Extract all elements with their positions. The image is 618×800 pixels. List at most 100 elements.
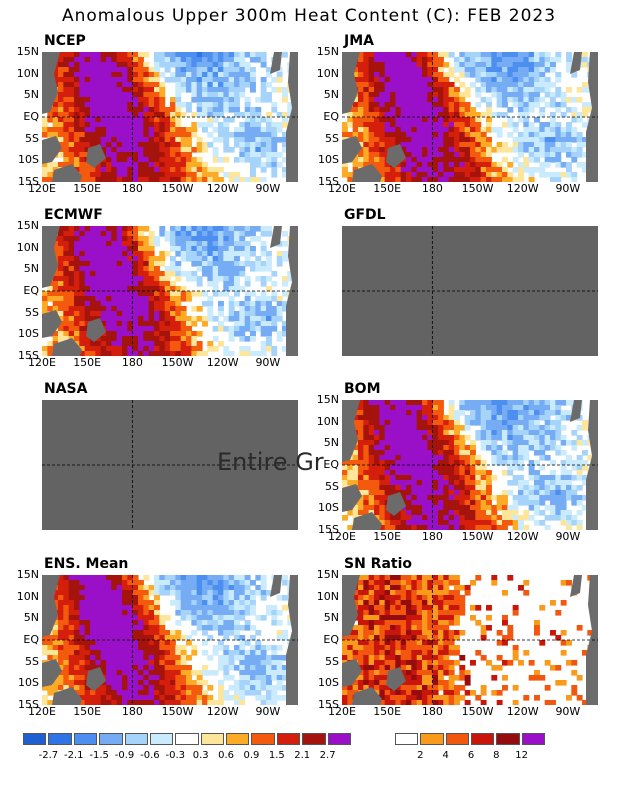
heatmap-cell — [111, 132, 118, 138]
lon-tick-label: 180 — [421, 530, 443, 543]
heatmap-cell — [239, 650, 246, 656]
heatmap-cell — [132, 610, 139, 616]
heatmap-cell — [255, 316, 262, 322]
heatmap-cell — [507, 470, 514, 476]
heatmap-cell — [106, 610, 112, 616]
heatmap-cell — [368, 495, 375, 501]
heatmap-cell — [122, 286, 128, 292]
heatmap-cell — [507, 132, 514, 138]
heatmap-cell — [100, 286, 107, 292]
heatmap-cell — [271, 306, 278, 312]
heatmap-cell — [58, 331, 64, 337]
heatmap-cell — [379, 410, 386, 416]
heatmap-cell — [132, 147, 139, 153]
heatmap-cell — [175, 321, 182, 327]
heatmap-cell — [266, 127, 272, 133]
heatmap-cell — [74, 625, 80, 631]
heatmap-cell — [132, 585, 139, 591]
heatmap-cell — [534, 52, 540, 58]
heatmap-cell — [250, 167, 256, 173]
heatmap-cell — [186, 276, 192, 282]
heatmap-cell — [196, 72, 203, 78]
heatmap-cell — [58, 580, 64, 586]
heatmap-cell — [448, 400, 455, 406]
heatmap-cell — [438, 405, 444, 411]
heatmap-cell — [111, 261, 118, 267]
heatmap-cell — [202, 72, 208, 78]
heatmap-cell — [122, 122, 128, 128]
heatmap-cell — [480, 460, 487, 466]
heatmap-cell — [234, 97, 240, 103]
heatmap-cell — [52, 112, 59, 118]
heatmap-cell — [432, 137, 439, 143]
heatmap-cell — [202, 127, 208, 133]
heatmap-cell — [68, 605, 75, 611]
heatmap-cell — [154, 301, 160, 307]
heatmap-cell — [164, 321, 171, 327]
heatmap-cell — [148, 142, 155, 148]
heatmap-cell — [47, 291, 54, 297]
heatmap-cell — [276, 301, 283, 307]
heatmap-cell — [374, 465, 380, 471]
heatmap-cell — [191, 645, 198, 651]
heatmap-cell — [384, 67, 391, 73]
heatmap-cell — [186, 580, 192, 586]
heatmap-cell — [122, 167, 128, 173]
heatmap-cell — [138, 351, 144, 356]
heatmap-cell — [384, 102, 391, 108]
heatmap-cell — [122, 321, 128, 327]
heatmap-cell — [90, 256, 96, 262]
heatmap-cell — [223, 346, 230, 352]
heatmap-cell — [406, 440, 412, 446]
heatmap-cell — [486, 72, 492, 78]
heatmap-cell — [582, 57, 588, 63]
heatmap-cell — [111, 301, 118, 307]
heatmap-cell — [143, 147, 150, 153]
heatmap-cell — [170, 351, 176, 356]
heatmap-cell — [196, 276, 203, 282]
lat-tick-label: 5S — [325, 131, 339, 145]
heatmap-cell — [507, 67, 514, 73]
heatmap-cell — [342, 480, 348, 486]
heatmap-cell — [132, 306, 139, 312]
heatmap-cell — [84, 57, 91, 63]
heatmap-cell — [406, 525, 412, 530]
heatmap-cell — [196, 241, 203, 247]
heatmap-cell — [368, 112, 375, 118]
heatmap-cell — [84, 665, 91, 671]
heatmap-cell — [127, 326, 134, 332]
heatmap-cell — [427, 430, 434, 436]
heatmap-cell — [255, 122, 262, 128]
heatmap-cell — [68, 630, 75, 636]
heatmap-cell — [234, 301, 240, 307]
heatmap-cell — [411, 400, 418, 406]
heatmap-cell — [539, 122, 546, 128]
heatmap-cell — [374, 440, 380, 446]
heatmap-cell — [191, 132, 198, 138]
heatmap-cell — [507, 440, 514, 446]
lon-tick-label: 120W — [506, 182, 539, 195]
heatmap-cell — [390, 450, 396, 456]
heatmap-cell — [502, 515, 508, 521]
heatmap-cell — [566, 410, 572, 416]
heatmap-cell — [438, 515, 444, 521]
heatmap-cell — [544, 122, 551, 128]
heatmap-cell — [175, 630, 182, 636]
heatmap-cell — [180, 57, 187, 63]
heatmap-cell — [464, 122, 471, 128]
heatmap-cell — [555, 162, 562, 168]
heatmap-cell — [560, 137, 567, 143]
heatmap-cell — [186, 246, 192, 252]
heatmap-cell — [202, 147, 208, 153]
heatmap-cell — [539, 440, 546, 446]
heatmap-cell — [84, 67, 91, 73]
heatmap-cell — [218, 226, 224, 232]
heatmap-cell — [106, 321, 112, 327]
heatmap-cell — [368, 132, 375, 138]
heatmap-cell — [100, 142, 107, 148]
ecmwf-landmass-3 — [86, 318, 106, 342]
heatmap-cell — [90, 306, 96, 312]
heatmap-cell — [106, 301, 112, 307]
heatmap-cell — [207, 251, 214, 257]
heatmap-cell — [111, 645, 118, 651]
